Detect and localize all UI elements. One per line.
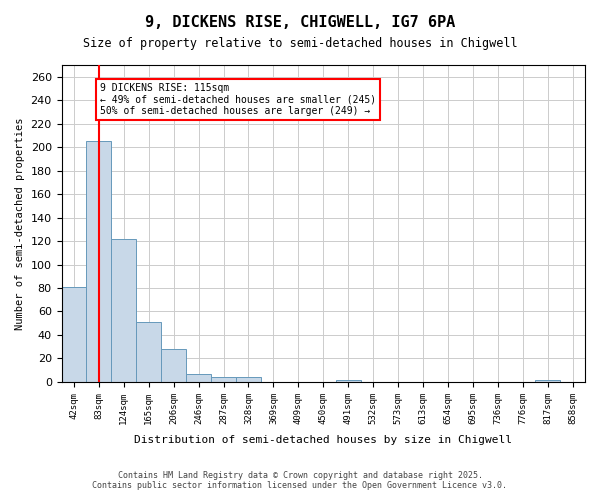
Bar: [336, 380, 361, 382]
X-axis label: Distribution of semi-detached houses by size in Chigwell: Distribution of semi-detached houses by …: [134, 435, 512, 445]
Bar: [186, 374, 211, 382]
Bar: [161, 349, 186, 382]
Text: Size of property relative to semi-detached houses in Chigwell: Size of property relative to semi-detach…: [83, 38, 517, 51]
Bar: [86, 142, 112, 382]
Bar: [236, 377, 261, 382]
Bar: [112, 238, 136, 382]
Text: 9, DICKENS RISE, CHIGWELL, IG7 6PA: 9, DICKENS RISE, CHIGWELL, IG7 6PA: [145, 15, 455, 30]
Bar: [62, 287, 86, 382]
Bar: [211, 377, 236, 382]
Y-axis label: Number of semi-detached properties: Number of semi-detached properties: [15, 117, 25, 330]
Bar: [136, 322, 161, 382]
Bar: [535, 380, 560, 382]
Text: 9 DICKENS RISE: 115sqm
← 49% of semi-detached houses are smaller (245)
50% of se: 9 DICKENS RISE: 115sqm ← 49% of semi-det…: [100, 82, 376, 116]
Text: Contains HM Land Registry data © Crown copyright and database right 2025.
Contai: Contains HM Land Registry data © Crown c…: [92, 470, 508, 490]
